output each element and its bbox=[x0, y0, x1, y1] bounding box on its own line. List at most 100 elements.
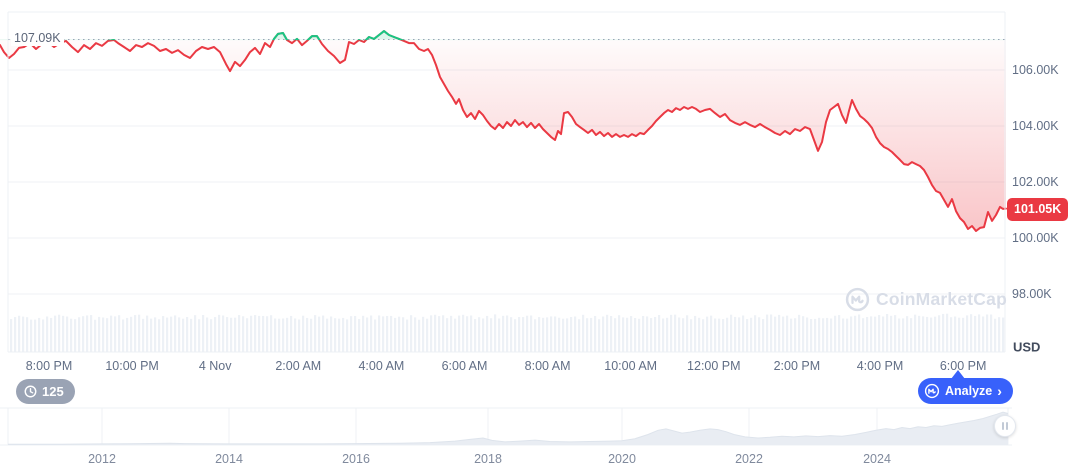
volume-bar bbox=[610, 315, 613, 352]
volume-bar bbox=[78, 317, 81, 352]
volume-bar bbox=[742, 315, 745, 352]
reference-price-label: 107.09K bbox=[11, 31, 64, 46]
volume-bar bbox=[30, 319, 33, 352]
current-price-badge: 101.05K bbox=[1007, 198, 1069, 221]
volume-bar bbox=[926, 316, 929, 352]
volume-bar bbox=[42, 319, 45, 352]
history-count-value: 125 bbox=[42, 384, 64, 399]
minimap-area[interactable] bbox=[8, 412, 1008, 445]
volume-bar bbox=[254, 315, 257, 352]
volume-bar bbox=[878, 315, 881, 352]
volume-bar bbox=[734, 316, 737, 352]
volume-bar bbox=[958, 317, 961, 352]
volume-bar bbox=[182, 318, 185, 352]
volume-bar bbox=[398, 316, 401, 352]
volume-bar bbox=[782, 316, 785, 352]
volume-bar bbox=[850, 316, 853, 352]
volume-bar bbox=[134, 315, 137, 352]
volume-bar bbox=[94, 319, 97, 352]
analyze-callout-pointer bbox=[951, 370, 965, 379]
volume-bar bbox=[982, 316, 985, 352]
y-axis-label: 106.00K bbox=[1012, 63, 1059, 77]
minimap-area-edge bbox=[8, 411, 1009, 445]
volume-bar bbox=[74, 319, 77, 352]
volume-bar bbox=[650, 318, 653, 352]
timeline-scrubber-handle[interactable] bbox=[994, 415, 1016, 437]
volume-bar bbox=[490, 318, 493, 352]
volume-bar bbox=[430, 315, 433, 352]
x-axis-label: 2:00 AM bbox=[275, 359, 322, 373]
volume-bar bbox=[158, 319, 161, 352]
volume-bar bbox=[906, 316, 909, 352]
volume-bar bbox=[310, 318, 313, 352]
volume-bar bbox=[174, 315, 177, 352]
volume-bar bbox=[722, 319, 725, 352]
volume-bar bbox=[178, 317, 181, 352]
volume-bar bbox=[814, 318, 817, 352]
volume-bar bbox=[586, 318, 589, 352]
volume-bar bbox=[806, 317, 809, 352]
volume-bar bbox=[766, 314, 769, 352]
volume-bar bbox=[350, 316, 353, 352]
volume-bar bbox=[830, 318, 833, 352]
volume-bar bbox=[674, 314, 677, 352]
volume-bar bbox=[918, 315, 921, 352]
volume-bar bbox=[838, 315, 841, 352]
volume-bar bbox=[290, 315, 293, 352]
volume-bar bbox=[374, 319, 377, 352]
volume-bar bbox=[822, 318, 825, 352]
volume-bar bbox=[478, 317, 481, 352]
volume-bar bbox=[106, 318, 109, 352]
volume-bar bbox=[558, 317, 561, 352]
volume-bar bbox=[410, 315, 413, 352]
volume-bar bbox=[866, 316, 869, 352]
volume-bar bbox=[366, 317, 369, 352]
volume-bar bbox=[278, 318, 281, 352]
volume-bar bbox=[702, 319, 705, 352]
volume-bar bbox=[662, 318, 665, 352]
volume-bar bbox=[298, 319, 301, 352]
volume-bar bbox=[434, 314, 437, 352]
volume-bar bbox=[22, 316, 25, 352]
volume-bar bbox=[842, 318, 845, 352]
volume-bar bbox=[238, 315, 241, 352]
volume-bar bbox=[402, 317, 405, 352]
volume-bar bbox=[406, 319, 409, 352]
volume-bar bbox=[458, 315, 461, 352]
volume-bar bbox=[962, 317, 965, 352]
volume-bar bbox=[898, 318, 901, 352]
analyze-button[interactable]: Analyze › bbox=[918, 378, 1013, 404]
volume-bar bbox=[710, 315, 713, 352]
volume-bar bbox=[682, 318, 685, 352]
volume-bar bbox=[426, 318, 429, 352]
volume-bar bbox=[518, 316, 521, 352]
volume-bar bbox=[978, 314, 981, 352]
coinmarketcap-logo-icon bbox=[845, 287, 870, 312]
volume-bar bbox=[162, 316, 165, 352]
volume-bar bbox=[922, 316, 925, 352]
volume-bar bbox=[554, 316, 557, 352]
volume-bar bbox=[274, 318, 277, 352]
volume-bar bbox=[630, 316, 633, 352]
clock-icon bbox=[23, 384, 38, 399]
volume-bar bbox=[418, 319, 421, 352]
volume-bar bbox=[286, 317, 289, 352]
volume-bar bbox=[390, 315, 393, 352]
volume-bar bbox=[670, 314, 673, 352]
volume-bar bbox=[602, 316, 605, 352]
price-area-fill-down bbox=[0, 38, 1006, 231]
volume-bar bbox=[510, 317, 513, 352]
volume-bar bbox=[222, 315, 225, 352]
grip-bar bbox=[1002, 422, 1004, 430]
volume-bar bbox=[506, 315, 509, 352]
volume-bar bbox=[422, 316, 425, 352]
year-label: 2024 bbox=[863, 452, 891, 466]
volume-bar bbox=[242, 316, 245, 352]
volume-bar bbox=[246, 318, 249, 352]
volume-bar bbox=[598, 319, 601, 352]
volume-bar bbox=[514, 319, 517, 352]
volume-bar bbox=[890, 315, 893, 352]
volume-bar bbox=[894, 315, 897, 352]
